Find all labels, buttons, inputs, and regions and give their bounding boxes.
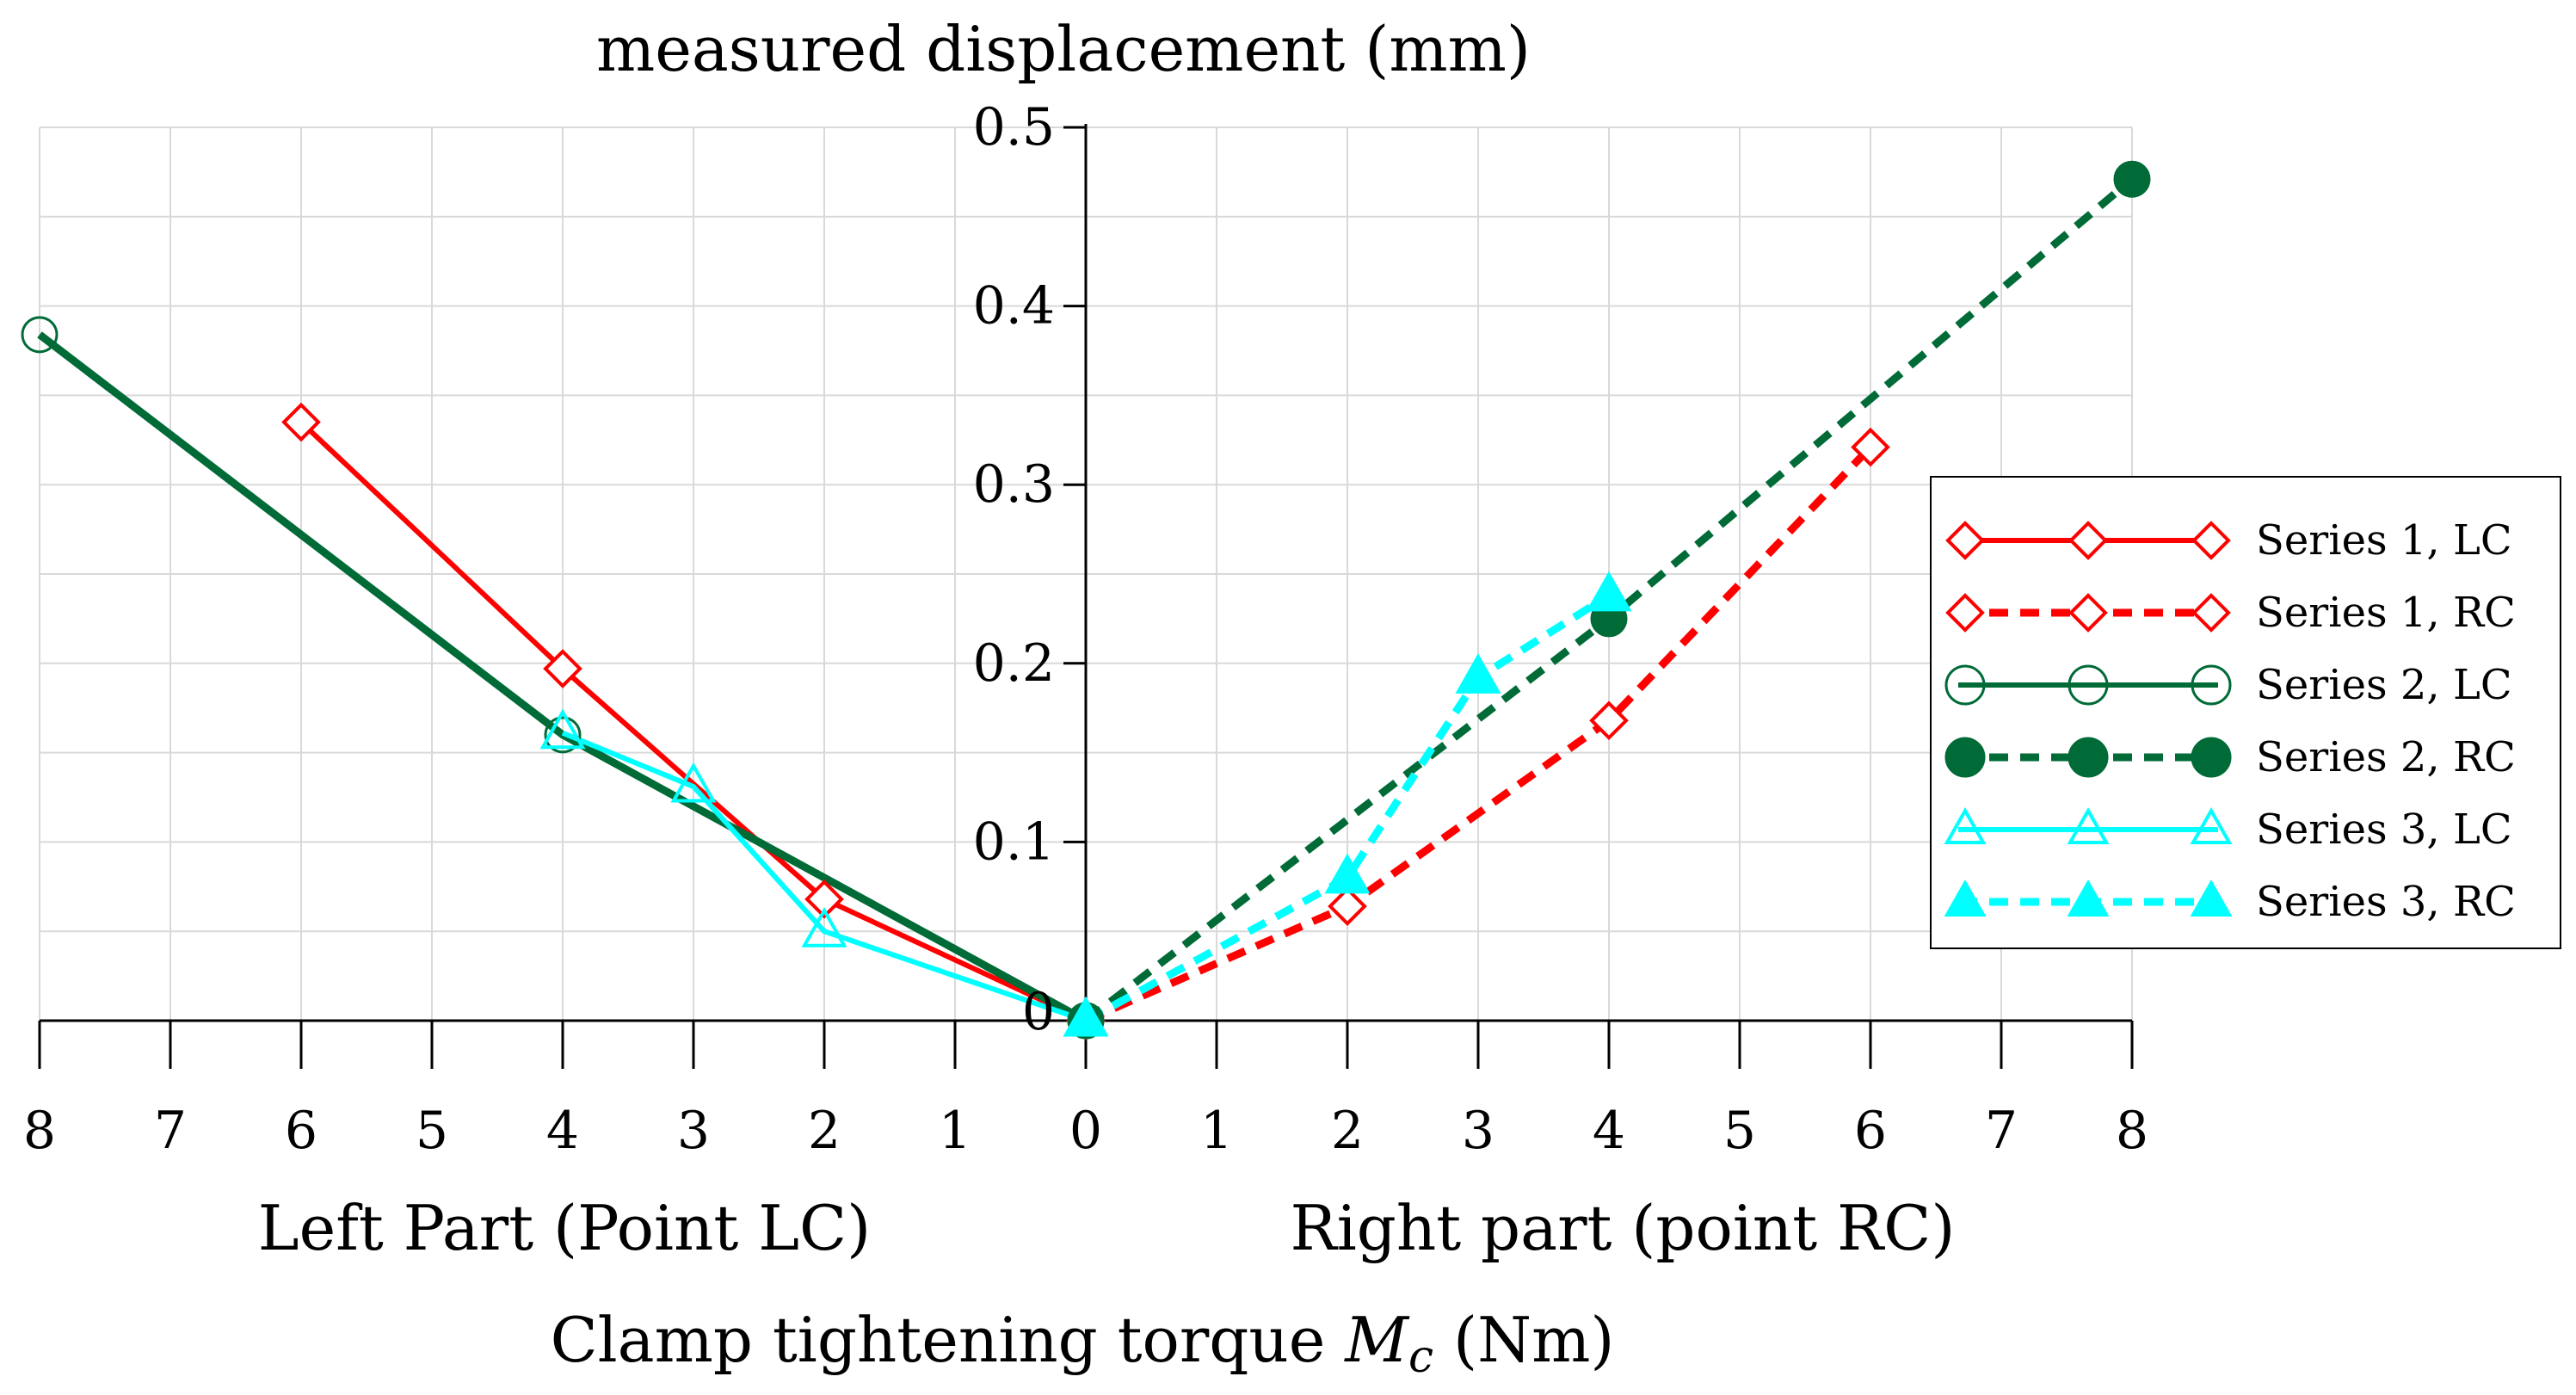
data-point xyxy=(1063,996,1109,1037)
x-tick-label: 1 xyxy=(939,1101,971,1161)
series-line-5 xyxy=(561,730,1087,1023)
legend-marker xyxy=(2068,737,2109,778)
x-axis-label-right: Right part (point RC) xyxy=(1291,1192,1956,1264)
legend-label: Series 1, LC xyxy=(2256,516,2512,565)
legend-marker xyxy=(2191,737,2232,778)
x-axis-label-main-subscript: c xyxy=(1408,1331,1433,1383)
legend-marker xyxy=(2068,521,2108,560)
series-line-6 xyxy=(1083,592,1612,1024)
x-tick-label: 5 xyxy=(416,1101,448,1161)
data-point xyxy=(21,316,59,354)
legend-marker xyxy=(2068,664,2109,706)
x-tick-label: 5 xyxy=(1723,1101,1756,1161)
y-tick-label: 0.3 xyxy=(973,454,1055,515)
data-point xyxy=(670,762,717,803)
x-tick-label: 0 xyxy=(1069,1101,1102,1161)
chart-title: measured displacement (mm) xyxy=(596,13,1531,85)
legend-marker xyxy=(2067,806,2110,844)
legend-label: Series 3, RC xyxy=(2256,878,2516,926)
y-tick-label: 0.5 xyxy=(973,97,1055,157)
x-tick-label: 2 xyxy=(808,1101,841,1161)
axis-labels: measured displacement (mm) Left Part (Po… xyxy=(23,13,2148,1383)
x-tick-label: 7 xyxy=(1985,1101,2018,1161)
x-tick-label: 8 xyxy=(23,1101,56,1161)
x-axis-label-main-prefix: Clamp tightening torque xyxy=(551,1304,1346,1376)
data-point xyxy=(1589,701,1629,741)
data-point xyxy=(281,402,321,442)
axes xyxy=(38,124,2134,1069)
x-tick-label: 1 xyxy=(1200,1101,1233,1161)
data-point xyxy=(543,649,582,688)
legend-label: Series 1, RC xyxy=(2256,589,2516,637)
legend-marker xyxy=(1944,879,1987,917)
data-point xyxy=(1328,886,1367,926)
legend-label: Series 3, LC xyxy=(2256,806,2512,854)
x-tick-label: 4 xyxy=(1593,1101,1625,1161)
x-tick-label: 3 xyxy=(1462,1101,1494,1161)
data-point xyxy=(1586,571,1632,612)
data-point xyxy=(2113,160,2151,198)
series-markers xyxy=(21,160,2151,1040)
legend-marker xyxy=(2190,879,2233,917)
x-tick-label: 2 xyxy=(1331,1101,1364,1161)
x-tick-label: 7 xyxy=(154,1101,187,1161)
legend: Series 1, LC Series 1, RC Series 2, LC Seri… xyxy=(1930,476,2561,949)
legend-label: Series 2, LC xyxy=(2256,661,2512,709)
x-tick-label: 6 xyxy=(285,1101,317,1161)
legend-marker xyxy=(2191,664,2232,706)
x-tick-label: 8 xyxy=(2116,1101,2148,1161)
legend-box xyxy=(1930,476,2561,949)
legend-marker xyxy=(2190,806,2233,844)
x-axis-label-main-symbol: M xyxy=(1343,1304,1410,1376)
legend-marker xyxy=(1944,664,1986,706)
legend-marker xyxy=(2068,593,2108,633)
data-point xyxy=(1455,653,1501,694)
legend-label: Series 2, RC xyxy=(2256,733,2516,781)
x-axis-label-main: Clamp tightening torque Mc (Nm) xyxy=(551,1304,1615,1383)
data-point xyxy=(804,880,844,919)
data-point xyxy=(1324,853,1371,894)
legend-marker xyxy=(2191,593,2231,633)
x-tick-label: 4 xyxy=(546,1101,579,1161)
legend-marker xyxy=(2191,521,2231,560)
x-tick-label: 3 xyxy=(677,1101,710,1161)
y-tick-label: 0.1 xyxy=(973,812,1055,872)
y-tick-label: 0 xyxy=(1022,982,1055,1042)
legend-marker xyxy=(1945,521,1985,560)
data-point xyxy=(1851,427,1890,467)
data-point xyxy=(801,906,847,947)
data-point xyxy=(544,716,582,754)
x-axis-label-left: Left Part (Point LC) xyxy=(258,1192,871,1264)
legend-marker xyxy=(1945,593,1985,633)
legend-marker xyxy=(2067,879,2110,917)
x-tick-label: 6 xyxy=(1854,1101,1887,1161)
legend-marker xyxy=(1944,806,1987,844)
y-tick-label: 0.2 xyxy=(973,633,1055,694)
series-line-2 xyxy=(1084,444,1874,1025)
data-point xyxy=(539,708,586,750)
x-axis-label-main-suffix: (Nm) xyxy=(1433,1304,1614,1376)
legend-marker xyxy=(1944,737,1986,778)
y-tick-label: 0.4 xyxy=(973,276,1055,336)
